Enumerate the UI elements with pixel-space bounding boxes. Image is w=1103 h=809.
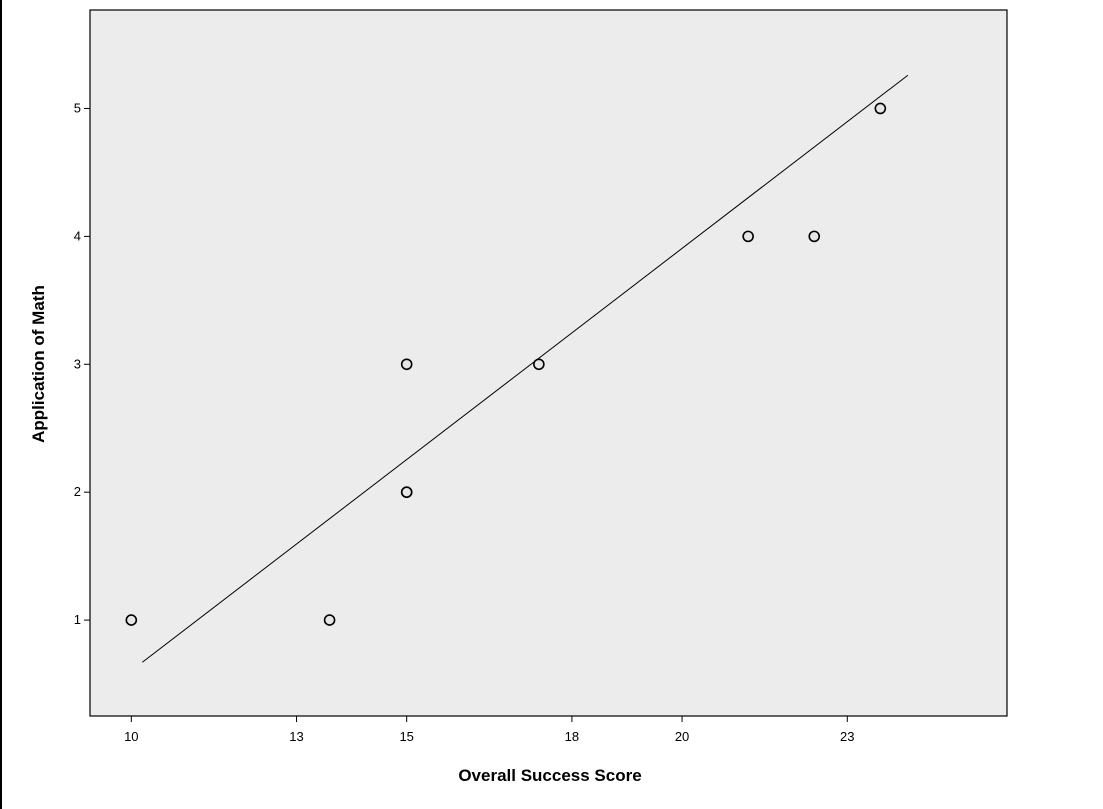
data-point	[400, 358, 413, 371]
y-axis-title: Application of Math	[29, 285, 48, 443]
data-point	[742, 230, 754, 243]
data-point	[323, 614, 336, 626]
y-tick-label: 5	[74, 100, 81, 115]
data-point	[874, 102, 887, 115]
data-point	[533, 358, 545, 371]
y-tick-label: 1	[74, 612, 81, 627]
x-tick-label: 10	[124, 729, 138, 744]
x-tick-label: 18	[565, 729, 579, 744]
data-point	[400, 486, 413, 498]
x-tick-label: 23	[840, 729, 854, 744]
data-point	[125, 614, 138, 626]
y-tick-label: 4	[74, 228, 81, 243]
plot-area	[89, 9, 1008, 717]
x-tick-label: 13	[289, 729, 303, 744]
y-tick-label: 3	[74, 356, 81, 371]
data-point	[808, 230, 821, 243]
x-axis: 10 13 15 18 20 23	[124, 716, 855, 744]
data-points	[125, 102, 887, 626]
x-axis-title: Overall Success Score	[458, 766, 641, 785]
x-tick-label: 20	[675, 729, 689, 744]
x-tick-label: 15	[399, 729, 413, 744]
fit-line	[142, 74, 909, 663]
y-axis: 1 2 3 4 5	[74, 100, 90, 627]
y-tick-label: 2	[74, 484, 81, 499]
